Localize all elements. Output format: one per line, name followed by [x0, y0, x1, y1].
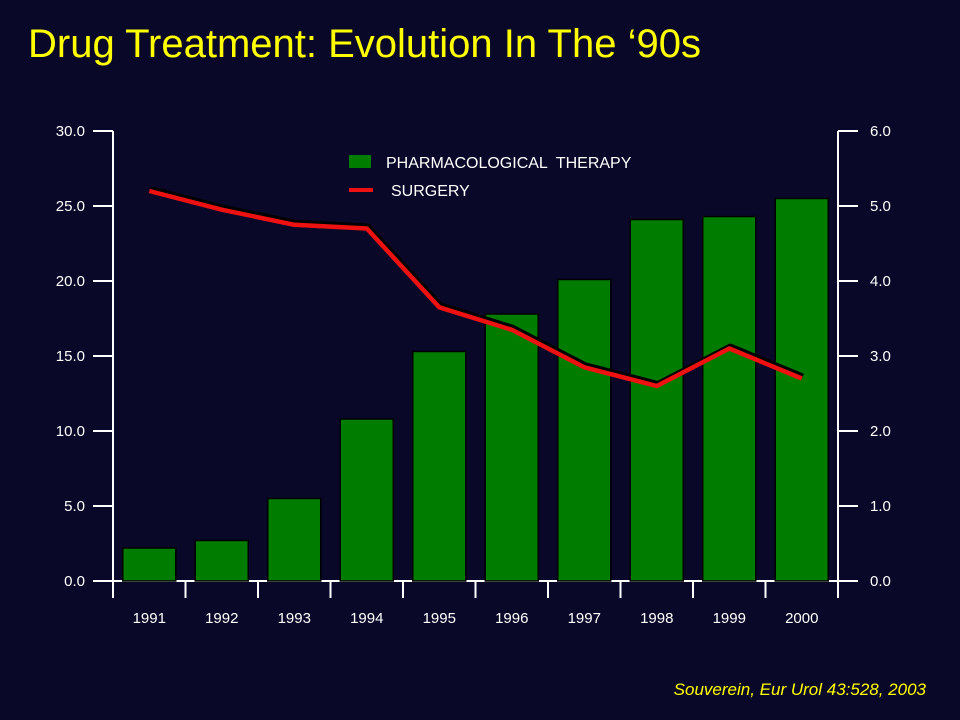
right-axis-tick-label: 3.0	[870, 348, 891, 365]
right-axis-tick-label: 4.0	[870, 273, 891, 290]
x-axis-tick-label: 1993	[278, 610, 311, 627]
bar-pharmacological-therapy	[194, 539, 249, 582]
right-axis-tick-label: 1.0	[870, 498, 891, 515]
left-axis-tick-label: 5.0	[64, 498, 85, 515]
x-axis-tick-label: 1996	[495, 610, 528, 627]
legend-label-pharmacological-therapy: PHARMACOLOGICAL THERAPY	[386, 155, 632, 172]
x-axis-tick-label: 1999	[713, 610, 746, 627]
right-axis-tick-label: 2.0	[870, 423, 891, 440]
bar-pharmacological-therapy	[702, 215, 757, 582]
chart-bars	[122, 197, 829, 582]
x-axis-tick-label: 1994	[350, 610, 383, 627]
x-axis-tick-label: 1998	[640, 610, 673, 627]
right-axis-tick-label: 0.0	[870, 573, 891, 590]
bar-pharmacological-therapy	[484, 313, 539, 582]
legend-swatch-pharmacological-therapy	[349, 155, 371, 168]
right-axis-tick-label: 5.0	[870, 198, 891, 215]
left-axis-tick-label: 10.0	[56, 423, 85, 440]
left-axis-tick-label: 15.0	[56, 348, 85, 365]
left-axis-tick-label: 25.0	[56, 198, 85, 215]
bar-pharmacological-therapy	[122, 547, 177, 582]
x-axis-tick-label: 2000	[785, 610, 818, 627]
x-axis-tick-label: 1997	[568, 610, 601, 627]
bar-pharmacological-therapy	[629, 218, 684, 582]
x-axis-tick-label: 1992	[205, 610, 238, 627]
legend-label-surgery: SURGERY	[391, 183, 470, 200]
x-axis-tick-label: 1995	[423, 610, 456, 627]
left-axis-tick-label: 0.0	[64, 573, 85, 590]
left-axis-tick-label: 30.0	[56, 123, 85, 140]
x-axis-tick-label: 1991	[133, 610, 166, 627]
bar-pharmacological-therapy	[267, 497, 322, 582]
slide-title: Drug Treatment: Evolution In The ‘90s	[28, 22, 701, 66]
chart-line	[148, 186, 804, 389]
chart-axes: 0.0 5.0 10.0 15.0 20.0 25.0 30.0 0.0 1.0 2.0 3.0 4.…	[56, 123, 891, 627]
citation: Souverein, Eur Urol 43:528, 2003	[673, 680, 926, 699]
bar-pharmacological-therapy	[774, 197, 829, 582]
bar-pharmacological-therapy	[557, 278, 612, 582]
bar-pharmacological-therapy	[412, 350, 467, 582]
surgery-line	[148, 188, 803, 389]
bar-pharmacological-therapy	[339, 418, 394, 582]
right-axis-tick-label: 6.0	[870, 123, 891, 140]
chart-legend: PHARMACOLOGICAL THERAPY SURGERY	[349, 155, 632, 200]
left-axis-tick-label: 20.0	[56, 273, 85, 290]
